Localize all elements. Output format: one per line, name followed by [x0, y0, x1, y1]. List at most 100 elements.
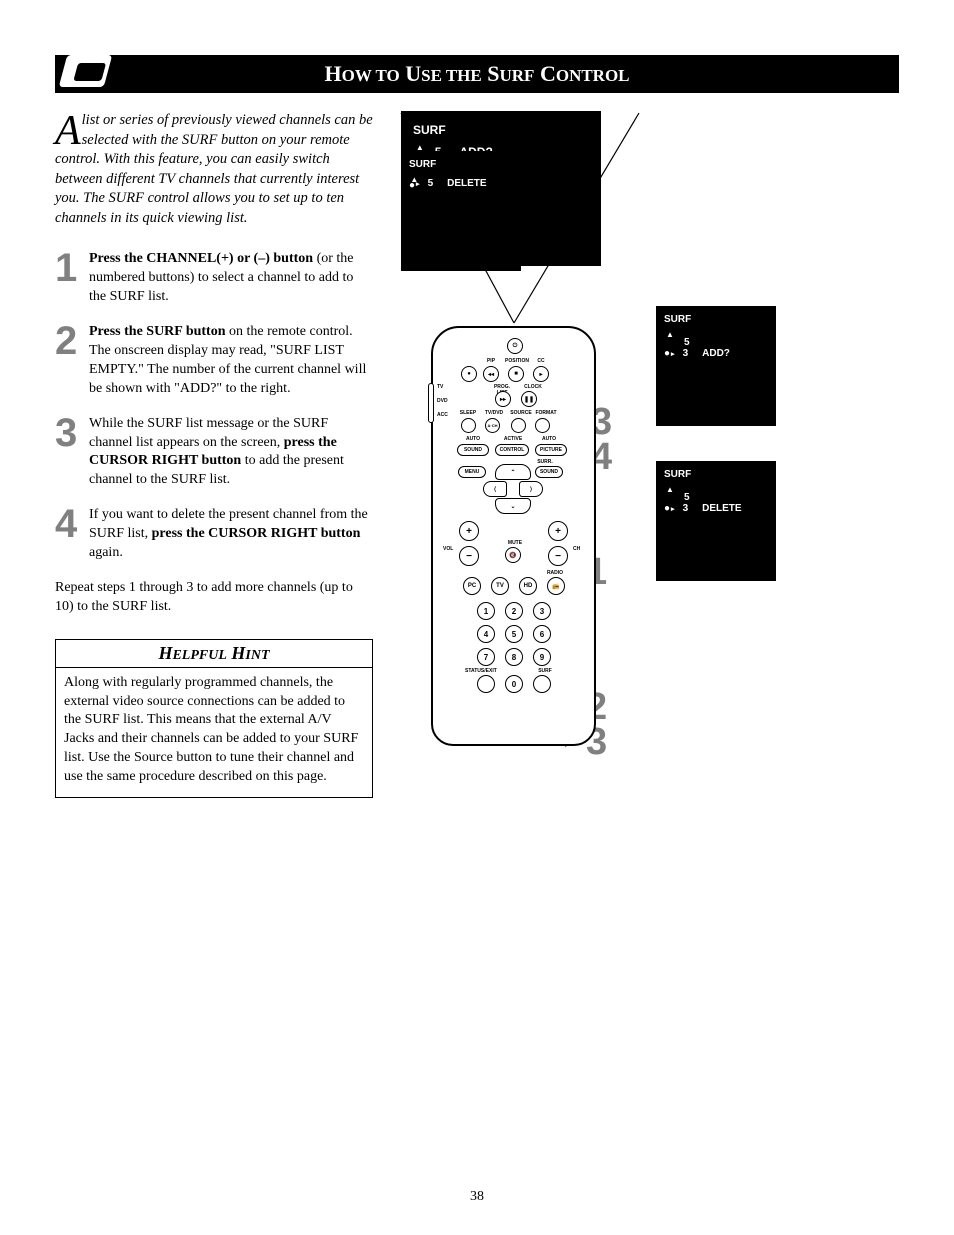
- repeat-note: Repeat steps 1 through 3 to add more cha…: [55, 579, 373, 617]
- num-3[interactable]: 3: [533, 602, 551, 620]
- radio-button[interactable]: 📻: [547, 577, 565, 595]
- side-acc-label: ACC: [437, 412, 448, 418]
- position-label: POSITION: [505, 358, 529, 364]
- title-text: HOW TO USE THE SURF CONTROL: [324, 61, 629, 86]
- side-tv-label: TV: [437, 384, 443, 390]
- ch-up[interactable]: +: [548, 521, 568, 541]
- cursor-right[interactable]: ⟩: [519, 481, 543, 497]
- num-6[interactable]: 6: [533, 625, 551, 643]
- mute-label: MUTE: [505, 540, 525, 546]
- remote-control: TV DVD ACC ⏻ PIP POSITION CC ● ◂◂ ■ ▸ PR…: [431, 326, 596, 746]
- tv-screen-delete-5: SURF ▲ ●▸ 5 DELETE: [401, 151, 521, 271]
- dot-icon: ●: [664, 348, 670, 359]
- source-button[interactable]: [511, 418, 526, 433]
- format-button[interactable]: [535, 418, 550, 433]
- surf-label: SURF: [664, 314, 768, 325]
- sound-button[interactable]: SOUND: [535, 466, 563, 478]
- side-switch: [428, 383, 434, 423]
- up-arrow-icon: ▲: [666, 333, 674, 337]
- drop-cap: A: [55, 111, 82, 147]
- hint-body: Along with regularly programmed channels…: [56, 668, 372, 797]
- picture-pill[interactable]: PICTURE: [535, 444, 567, 456]
- num-7[interactable]: 7: [477, 648, 495, 666]
- surf-label: SURF: [664, 469, 768, 480]
- dot-icon: ●: [664, 503, 670, 514]
- auto1-label: AUTO: [463, 436, 483, 442]
- power-button[interactable]: ⏻: [507, 338, 523, 354]
- status-button[interactable]: [477, 675, 495, 693]
- format-label: FORMAT: [535, 410, 557, 416]
- status-label: STATUS/EXIT: [465, 668, 495, 674]
- step-text: Press the SURF button on the remote cont…: [89, 323, 373, 399]
- vol-down[interactable]: −: [459, 546, 479, 566]
- num-5[interactable]: 5: [505, 625, 523, 643]
- num-1[interactable]: 1: [477, 602, 495, 620]
- sleep-label: SLEEP: [458, 410, 478, 416]
- helpful-hint-box: HELPFUL HINT Along with regularly progra…: [55, 639, 373, 798]
- delete-label: DELETE: [447, 178, 486, 189]
- control-pill[interactable]: CONTROL: [495, 444, 529, 456]
- add-label: ADD?: [702, 348, 730, 359]
- num-8[interactable]: 8: [505, 648, 523, 666]
- step-4: 4 If you want to delete the present chan…: [55, 506, 373, 563]
- delete-label: DELETE: [702, 503, 741, 514]
- left-column: Alist or series of previously viewed cha…: [55, 111, 373, 811]
- page-number: 38: [470, 1189, 484, 1205]
- channel-3: 3: [683, 503, 689, 514]
- hint-title: HELPFUL HINT: [56, 640, 372, 668]
- num-0[interactable]: 0: [505, 675, 523, 693]
- mute-button[interactable]: 🔇: [505, 547, 521, 563]
- title-bar: HOW TO USE THE SURF CONTROL: [55, 55, 899, 93]
- pc-button[interactable]: PC: [463, 577, 481, 595]
- vol-label: VOL: [443, 546, 453, 552]
- tv-button[interactable]: TV: [491, 577, 509, 595]
- cc-label: CC: [533, 358, 549, 364]
- play-button[interactable]: ▸: [533, 366, 549, 382]
- rec-button[interactable]: ●: [461, 366, 477, 382]
- pause-button[interactable]: ❚❚: [521, 391, 537, 407]
- step-number: 2: [55, 323, 77, 399]
- ch-down[interactable]: −: [548, 546, 568, 566]
- channel-3: 3: [683, 348, 689, 359]
- step-2: 2 Press the SURF button on the remote co…: [55, 323, 373, 399]
- rew-button[interactable]: ◂◂: [483, 366, 499, 382]
- stop-button[interactable]: ■: [508, 366, 524, 382]
- side-dvd-label: DVD: [437, 398, 448, 404]
- up-arrow-icon: ▲: [666, 488, 674, 492]
- num-9[interactable]: 9: [533, 648, 551, 666]
- diagram-area: SURF ▲ ●▸ 5 ADD? SURF ▲ ●▸ 5 DELETE: [401, 111, 899, 811]
- tv-screen-delete-3: SURF ▲ 5 ●▸ 3 DELETE: [656, 461, 776, 581]
- sleep-button[interactable]: [461, 418, 476, 433]
- surf-button-label: SURF: [535, 668, 555, 674]
- cursor-left[interactable]: ⟨: [483, 481, 507, 497]
- ach-button[interactable]: A·CH: [485, 418, 500, 433]
- num-2[interactable]: 2: [505, 602, 523, 620]
- sound-pill[interactable]: SOUND: [457, 444, 489, 456]
- remote-icon: [59, 55, 113, 87]
- surf-label: SURF: [413, 123, 589, 137]
- right-arrow-icon: ▸: [671, 350, 675, 358]
- step-number: 3: [55, 415, 77, 491]
- tv-screen-add-3: SURF ▲ 5 ●▸ 3 ADD?: [656, 306, 776, 426]
- tvdvd-label: TV/DVD: [483, 410, 505, 416]
- right-arrow-icon: ▸: [671, 505, 675, 513]
- step-1: 1 Press the CHANNEL(+) or (–) button (or…: [55, 250, 373, 307]
- num-4[interactable]: 4: [477, 625, 495, 643]
- step-text: If you want to delete the present channe…: [89, 506, 373, 563]
- step-text: Press the CHANNEL(+) or (–) button (or t…: [89, 250, 373, 307]
- ff-button[interactable]: ▸▸: [495, 391, 511, 407]
- source-label: SOURCE: [510, 410, 532, 416]
- surf-button[interactable]: [533, 675, 551, 693]
- vol-up[interactable]: +: [459, 521, 479, 541]
- hd-button[interactable]: HD: [519, 577, 537, 595]
- menu-button[interactable]: MENU: [458, 466, 486, 478]
- right-arrow-icon: ▸: [416, 183, 420, 188]
- surr-label: SURR.: [535, 459, 555, 465]
- channel-5: 5: [664, 337, 768, 348]
- cursor-up[interactable]: ⌃: [495, 464, 531, 480]
- active-label: ACTIVE: [501, 436, 525, 442]
- pip-label: PIP: [481, 358, 501, 364]
- clock-label: CLOCK: [523, 384, 543, 390]
- cursor-down[interactable]: ⌄: [495, 498, 531, 514]
- channel-5: 5: [664, 492, 768, 503]
